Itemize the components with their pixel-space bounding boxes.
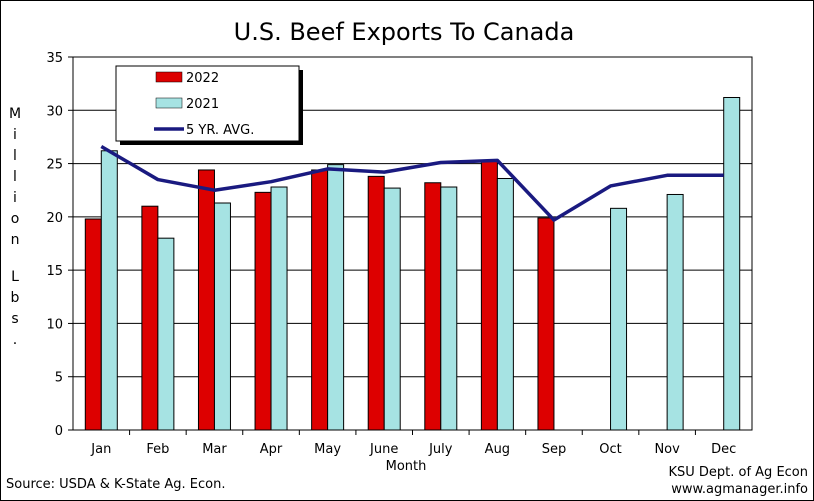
x-tick-label: May xyxy=(314,442,341,457)
legend-box xyxy=(115,65,300,142)
bar-2022-aug xyxy=(480,159,498,431)
bar-2022-feb xyxy=(141,205,159,431)
bar-2021-nov xyxy=(666,193,684,431)
bar-2021-mar xyxy=(213,202,231,431)
y-tick-label: 15 xyxy=(46,264,63,279)
bar-2021-aug xyxy=(496,177,514,431)
legend: 2022 2021 5 YR. AVG. xyxy=(115,65,303,145)
bar-2021-july xyxy=(440,186,458,431)
y-tick-label: 0 xyxy=(55,424,63,439)
x-tick-label: Aug xyxy=(485,442,510,457)
x-tick-label: Oct xyxy=(599,442,621,457)
y-tick-label: 10 xyxy=(46,317,63,332)
y-axis-label-char: M xyxy=(9,106,21,122)
y-axis-label-char: L xyxy=(11,269,19,285)
y-tick-label: 35 xyxy=(46,51,63,66)
y-axis-label-char: i xyxy=(13,190,17,206)
x-tick-label: Nov xyxy=(654,442,680,457)
source-note: Source: USDA & K-State Ag. Econ. xyxy=(6,477,226,492)
bar-2022-jan xyxy=(84,218,102,431)
legend-swatch xyxy=(155,97,183,109)
bar-2021-oct xyxy=(610,207,628,431)
y-axis-label-char: l xyxy=(13,169,17,185)
bar-2022-sep xyxy=(537,217,555,431)
y-tick-label: 20 xyxy=(46,211,63,226)
bar-2021-may xyxy=(327,164,345,431)
chart-title: U.S. Beef Exports To Canada xyxy=(234,18,575,46)
y-axis-label-char: . xyxy=(13,332,17,348)
legend-label: 2022 xyxy=(186,71,219,86)
line-5-yr-avg- xyxy=(100,145,724,222)
legend-swatch xyxy=(155,71,183,83)
bar-2021-dec xyxy=(723,96,741,431)
y-axis-label-char: l xyxy=(13,148,17,164)
x-tick-label: July xyxy=(428,442,453,457)
y-axis-label-char: o xyxy=(11,211,20,227)
x-tick-label: Apr xyxy=(260,442,283,457)
bar-2021-june xyxy=(383,187,401,431)
credit-line-2: www.agmanager.info xyxy=(671,482,808,497)
y-tick-label: 30 xyxy=(46,104,63,119)
x-tick-label: Sep xyxy=(542,442,567,457)
x-tick-label: Dec xyxy=(711,442,736,457)
bar-2021-jan xyxy=(100,150,118,431)
y-axis-label-char: n xyxy=(11,232,20,248)
x-tick-label: Feb xyxy=(146,442,169,457)
y-axis-label-char: b xyxy=(11,290,20,306)
bar-2022-mar xyxy=(197,169,215,431)
y-tick-label: 5 xyxy=(55,371,63,386)
legend-label: 5 YR. AVG. xyxy=(186,123,254,138)
credit-line-1: KSU Dept. of Ag Econ xyxy=(668,465,808,480)
x-tick-label: Jan xyxy=(90,442,111,457)
x-axis-label: Month xyxy=(386,459,427,474)
bar-2022-june xyxy=(367,175,385,431)
y-axis-label-char: s xyxy=(11,311,18,327)
bar-2022-july xyxy=(424,182,442,431)
bar-2021-feb xyxy=(157,237,175,431)
x-tick-label: June xyxy=(369,442,398,457)
bars xyxy=(84,96,741,431)
x-tick-labels: Jan Feb Mar Apr May June July Aug Sep Oct Nov Dec xyxy=(90,430,736,457)
bar-2022-may xyxy=(311,169,329,431)
legend-label: 2021 xyxy=(186,97,219,112)
y-tick-labels: 0 5 10 15 20 25 30 35 xyxy=(46,51,73,439)
y-tick-label: 25 xyxy=(46,158,63,173)
y-axis-label-char: i xyxy=(13,127,17,143)
bar-2021-apr xyxy=(270,186,288,431)
x-tick-label: Mar xyxy=(202,442,227,457)
avg-line xyxy=(100,145,724,222)
bar-2022-apr xyxy=(254,191,272,431)
